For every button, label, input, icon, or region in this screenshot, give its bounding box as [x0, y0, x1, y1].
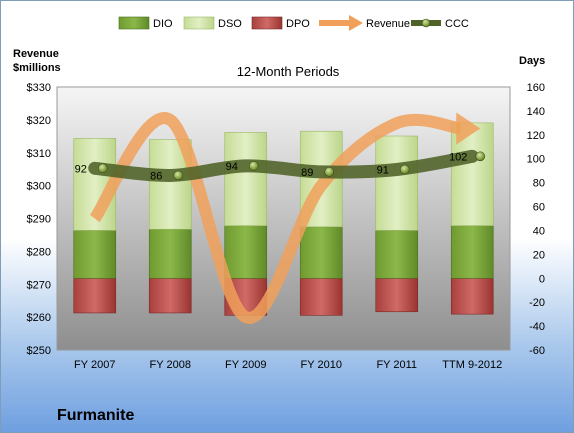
legend-item-dso: DSO — [183, 16, 242, 30]
x-tick-label: FY 2008 — [150, 359, 191, 371]
x-tick-label: FY 2007 — [74, 359, 115, 371]
left-tick-label: $260 — [27, 312, 51, 324]
bar-dio — [73, 230, 117, 279]
left-axis-ticks: $250 $260 $270 $280 $290 $300 $310 $320 $330 — [27, 82, 51, 357]
bar-dpo — [299, 277, 343, 316]
legend-swatch — [251, 16, 283, 30]
legend-swatch — [183, 16, 215, 30]
left-tick-label: $310 — [27, 148, 51, 160]
right-tick-label: 140 — [527, 106, 545, 118]
left-tick-label: $300 — [27, 181, 51, 193]
ccc-series: 92 86 94 89 91 102 — [75, 149, 486, 182]
legend-item-dio: DIO — [118, 16, 173, 30]
ccc-data-label: 86 — [150, 170, 162, 182]
revenue-arrowhead — [456, 112, 481, 145]
right-tick-label: -20 — [529, 297, 545, 309]
x-tick-label: FY 2011 — [376, 359, 417, 371]
bar-dio — [450, 225, 494, 279]
legend-label: CCC — [445, 18, 469, 30]
left-tick-label: $280 — [27, 246, 51, 258]
right-tick-label: 20 — [533, 249, 545, 261]
x-tick-label: TTM 9-2012 — [442, 359, 502, 371]
revenue-line — [89, 112, 462, 324]
plot-area — [56, 86, 511, 351]
ccc-data-label: 91 — [377, 164, 389, 176]
bar-dio — [224, 225, 268, 279]
left-tick-label: $250 — [27, 345, 51, 357]
ccc-data-label: 89 — [301, 167, 313, 179]
bar-dso — [375, 135, 419, 231]
legend-item-dpo: DPO — [251, 16, 310, 30]
x-axis-labels: FY 2007 FY 2008 FY 2009 FY 2010 FY 2011 TTM 9… — [74, 359, 502, 371]
right-tick-label: 120 — [527, 130, 545, 142]
right-tick-label: -60 — [529, 345, 545, 357]
bar-dio — [299, 226, 343, 279]
ccc-data-label: 102 — [449, 151, 467, 163]
right-tick-label: 0 — [539, 273, 545, 285]
legend-swatch-arrowhead — [349, 15, 363, 31]
revenue-series — [89, 112, 481, 324]
ccc-data-label: 92 — [75, 163, 87, 175]
right-tick-label: 80 — [533, 178, 545, 190]
legend-swatch-dot — [421, 18, 431, 28]
ccc-point — [248, 161, 259, 171]
right-tick-label: -40 — [529, 321, 545, 333]
right-axis-label: Days — [519, 55, 545, 67]
legend-item-revenue: Revenue — [319, 15, 410, 31]
legend-label: DSO — [218, 18, 242, 30]
left-tick-label: $320 — [27, 115, 51, 127]
legend-label: DIO — [153, 18, 173, 30]
ccc-point — [97, 163, 108, 174]
left-tick-label: $270 — [27, 279, 51, 291]
left-axis-label-line2: $millions — [13, 62, 61, 74]
company-name: Furmanite — [57, 407, 135, 424]
right-tick-label: 40 — [533, 225, 545, 237]
bar-dio — [148, 228, 192, 279]
bar-dio — [375, 230, 419, 279]
chart-title: 12-Month Periods — [237, 64, 340, 79]
ccc-point — [324, 167, 335, 177]
legend-item-ccc: CCC — [411, 18, 469, 30]
left-tick-label: $290 — [27, 214, 51, 226]
right-axis-ticks: -60 -40 -20 0 20 40 60 80 100 120 140 160 — [527, 82, 545, 357]
legend-swatch — [118, 16, 150, 30]
ccc-point — [399, 164, 410, 175]
bar-dso — [450, 122, 494, 226]
bar-dpo — [450, 277, 494, 315]
right-tick-label: 60 — [533, 202, 545, 214]
bar-dpo — [375, 277, 419, 313]
left-axis-label-line1: Revenue — [13, 48, 59, 60]
bar-dpo — [148, 277, 192, 314]
legend: DIO DSO DPO Revenue CCC — [118, 15, 469, 31]
left-tick-label: $330 — [27, 82, 51, 94]
right-tick-label: 160 — [527, 82, 545, 94]
legend-label: Revenue — [366, 18, 410, 30]
legend-label: DPO — [286, 18, 310, 30]
ccc-data-label: 94 — [226, 161, 238, 173]
ccc-point — [475, 151, 486, 162]
right-tick-label: 100 — [527, 154, 545, 166]
x-tick-label: FY 2010 — [301, 359, 342, 371]
ccc-point — [173, 170, 184, 181]
bar-dpo — [73, 277, 117, 314]
x-tick-label: FY 2009 — [225, 359, 266, 371]
bar-dso — [224, 132, 268, 226]
